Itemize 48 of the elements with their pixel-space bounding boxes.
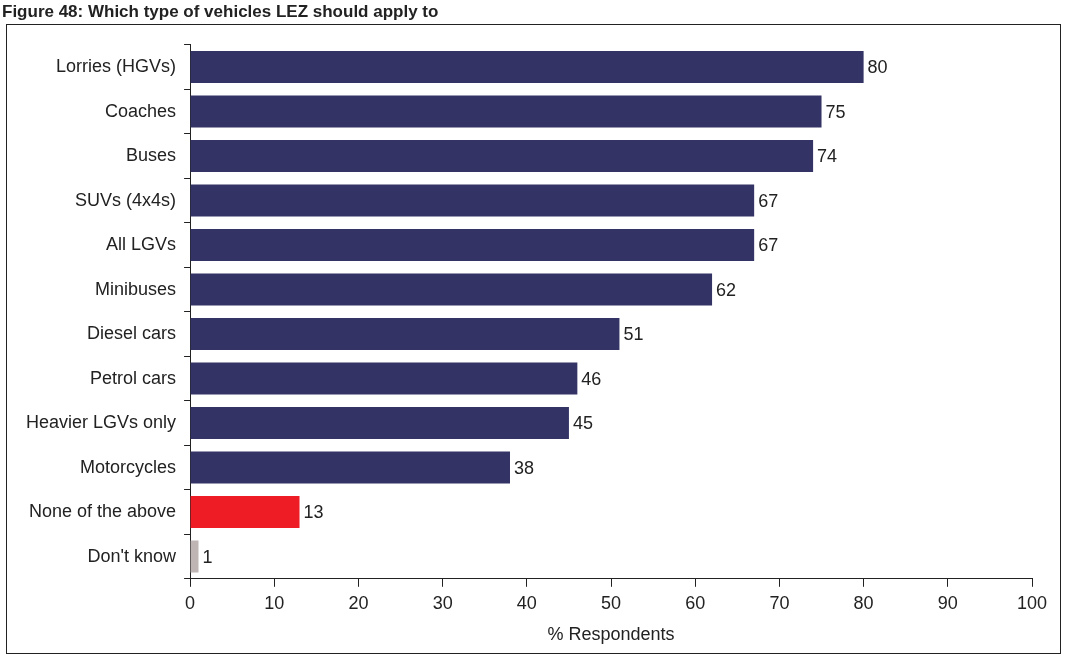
bar bbox=[190, 451, 510, 484]
y-tick-label: Buses bbox=[126, 145, 177, 166]
chart-title: Figure 48: Which type of vehicles LEZ should apply to bbox=[1, 1, 440, 22]
y-tick-label: Minibuses bbox=[95, 278, 177, 299]
data-label: 38 bbox=[514, 457, 535, 478]
y-tick-label: Lorries (HGVs) bbox=[56, 56, 177, 77]
data-label: 1 bbox=[202, 546, 213, 567]
y-tick-label: None of the above bbox=[28, 501, 177, 522]
bar bbox=[190, 140, 814, 173]
data-label: 51 bbox=[623, 324, 644, 345]
x-tick-label: 30 bbox=[432, 592, 453, 613]
bar bbox=[190, 229, 755, 262]
x-tick-label: 50 bbox=[601, 592, 622, 613]
y-tick-label: Diesel cars bbox=[87, 323, 177, 344]
x-tick-label: 40 bbox=[516, 592, 537, 613]
data-label: 62 bbox=[716, 279, 737, 300]
y-tick-label: Don't know bbox=[87, 545, 178, 566]
x-tick-label: 80 bbox=[853, 592, 874, 613]
data-label: 67 bbox=[758, 190, 779, 211]
y-tick-label: SUVs (4x4s) bbox=[75, 189, 177, 210]
data-label: 75 bbox=[825, 101, 846, 122]
bar bbox=[190, 184, 755, 217]
data-label: 74 bbox=[817, 146, 838, 167]
bar bbox=[190, 362, 578, 395]
bar bbox=[190, 51, 864, 84]
data-label: 45 bbox=[572, 413, 593, 434]
y-tick-label: Motorcycles bbox=[80, 456, 177, 477]
y-tick-label: All LGVs bbox=[106, 234, 177, 255]
x-tick-label: 70 bbox=[769, 592, 790, 613]
x-tick-label: 60 bbox=[685, 592, 706, 613]
x-tick-label: 10 bbox=[264, 592, 285, 613]
y-tick-label: Coaches bbox=[105, 100, 177, 121]
bar bbox=[190, 95, 822, 128]
y-tick-label: Petrol cars bbox=[90, 367, 177, 388]
x-tick-label: 20 bbox=[348, 592, 369, 613]
bar bbox=[190, 318, 620, 351]
bar bbox=[190, 496, 300, 529]
x-axis-title: % Respondents bbox=[547, 624, 675, 645]
x-tick-label: 0 bbox=[185, 592, 196, 613]
bar bbox=[190, 273, 713, 306]
x-tick-label: 90 bbox=[937, 592, 958, 613]
y-tick-label: Heavier LGVs only bbox=[25, 412, 177, 433]
data-label: 46 bbox=[581, 368, 602, 389]
data-label: 80 bbox=[867, 57, 888, 78]
data-label: 13 bbox=[303, 502, 324, 523]
x-tick-label: 100 bbox=[1016, 592, 1048, 613]
bar bbox=[190, 407, 569, 440]
data-label: 67 bbox=[758, 235, 779, 256]
